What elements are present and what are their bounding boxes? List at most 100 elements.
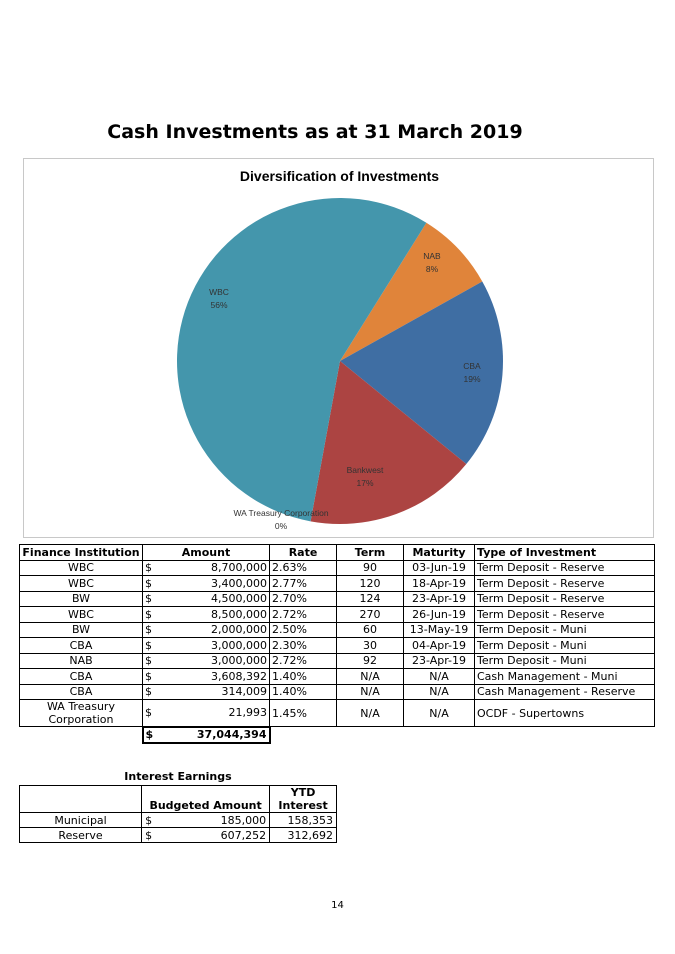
pie-slice-bankwest [310,361,467,524]
currency-symbol: $ [145,813,153,827]
type-cell: Term Deposit - Reserve [474,590,655,607]
currency-symbol: $ [145,607,152,621]
investment-row: WBC $8,500,000 2.72% 270 26-Jun-19 Term Depos… [19,606,655,623]
institution-cell: CBA [19,668,143,685]
interest-ytd: 158,353 [269,812,337,828]
currency-symbol: $ [145,623,152,637]
investment-row: BW $2,000,000 2.50% 60 13-May-19 Term Deposit… [19,621,655,638]
institution-cell: WA Treasury Corporation [19,699,143,727]
amount-cell: $2,000,000 [142,621,270,638]
term-cell: N/A [336,668,404,685]
type-cell: Term Deposit - Muni [474,621,655,638]
rate-cell: 1.40% [269,668,337,685]
term-cell: 270 [336,606,404,623]
currency-symbol: $ [145,828,153,842]
type-cell: Term Deposit - Muni [474,637,655,654]
term-cell: 60 [336,621,404,638]
maturity-cell: 13-May-19 [403,621,475,638]
type-cell: Term Deposit - Reserve [474,559,655,576]
maturity-cell: 26-Jun-19 [403,606,475,623]
term-cell: N/A [336,699,404,727]
amount-cell: $3,400,000 [142,575,270,592]
slice-label-name: WBC [209,287,229,297]
currency-symbol: $ [145,561,152,575]
amount-cell: $3,000,000 [142,637,270,654]
investment-row: CBA $314,009 1.40% N/A N/A Cash Management - … [19,683,655,700]
rate-cell: 1.40% [269,683,337,700]
investments-header-row: Finance Institution Amount Rate Term Mat… [19,544,655,561]
rate-cell: 2.72% [269,652,337,669]
amount-value: 8,700,000 [211,561,267,575]
amount-value: 3,608,392 [211,669,267,683]
term-cell: 120 [336,575,404,592]
interest-budget: $185,000 [141,812,271,828]
amount-cell: $3,000,000 [142,652,270,669]
slice-label-percent: 8% [426,264,439,274]
term-cell: 92 [336,652,404,669]
amount-cell: $4,500,000 [142,590,270,607]
total-spacer [20,727,143,744]
currency-symbol: $ [145,669,152,683]
term-cell: 124 [336,590,404,607]
amount-value: 21,993 [228,706,268,720]
amount-value: 4,500,000 [211,592,267,606]
maturity-cell: 04-Apr-19 [403,637,475,654]
interest-budget-value: 185,000 [220,813,267,827]
amount-value: 2,000,000 [211,623,267,637]
slice-label-percent: 17% [356,478,373,488]
interest-row-municipal: Municipal $185,000 158,353 [18,812,337,828]
maturity-cell: 03-Jun-19 [403,559,475,576]
investment-row: WBC $8,700,000 2.63% 90 03-Jun-19 Term Deposi… [19,559,655,576]
total-row: $37,044,394 [20,725,655,744]
page-title: Cash Investments as at 31 March 2019 [107,121,523,143]
type-cell: Cash Management - Reserve [474,683,655,700]
institution-cell: CBA [19,637,143,654]
interest-label: Reserve [18,827,143,843]
amount-cell: $21,993 [142,699,270,727]
amount-cell: $8,500,000 [142,606,270,623]
currency-symbol: $ [145,685,152,699]
total-amount-value: 37,044,394 [196,728,267,742]
amount-cell: $314,009 [142,683,270,700]
slice-label-percent: 19% [463,374,480,384]
institution-cell: WBC [19,575,143,592]
investment-row: WBC $3,400,000 2.77% 120 18-Apr-19 Term Depos… [19,575,655,592]
term-cell: 30 [336,637,404,654]
type-cell: Term Deposit - Reserve [474,606,655,623]
slice-label-percent: 0% [275,521,288,531]
interest-header-row: Budgeted Amount YTD Interest [18,785,337,813]
page-number: 14 [331,900,344,911]
currency-symbol: $ [145,654,152,668]
slice-label-name: NAB [423,251,441,261]
header-rate: Rate [269,544,337,561]
pie-slice-cba [340,281,503,465]
slice-label-percent: 56% [210,300,227,310]
rate-cell: 2.72% [269,606,337,623]
slice-label-name: CBA [463,361,481,371]
maturity-cell: N/A [403,699,475,727]
interest-table: Budgeted Amount YTD Interest Municipal $… [18,785,337,843]
institution-cell: CBA [19,683,143,700]
investments-table: Finance Institution Amount Rate Term Mat… [19,544,655,744]
pie-svg: NAB 8% CBA 19% Bankwest 17% WA Treasury Corpor… [176,198,503,531]
slice-label-name: Bankwest [347,465,384,475]
investment-row: WA Treasury Corporation $21,993 1.45% N/A N/… [19,699,655,727]
type-cell: Term Deposit - Reserve [474,575,655,592]
header-term: Term [336,544,404,561]
rate-cell: 2.70% [269,590,337,607]
amount-value: 3,400,000 [211,576,267,590]
amount-value: 8,500,000 [211,607,267,621]
amount-value: 3,000,000 [211,638,267,652]
currency-symbol: $ [145,638,152,652]
maturity-cell: 23-Apr-19 [403,652,475,669]
amount-cell: $3,608,392 [142,668,270,685]
maturity-cell: 18-Apr-19 [403,575,475,592]
total-filler [270,727,655,744]
header-institution: Finance Institution [19,544,143,561]
type-cell: Term Deposit - Muni [474,652,655,669]
pie-chart: Diversification of Investments NAB 8% CBA 1… [23,158,654,538]
header-maturity: Maturity [403,544,475,561]
amount-value: 314,009 [221,685,268,699]
currency-symbol: $ [145,728,154,742]
pie-slice-nab [340,222,483,361]
